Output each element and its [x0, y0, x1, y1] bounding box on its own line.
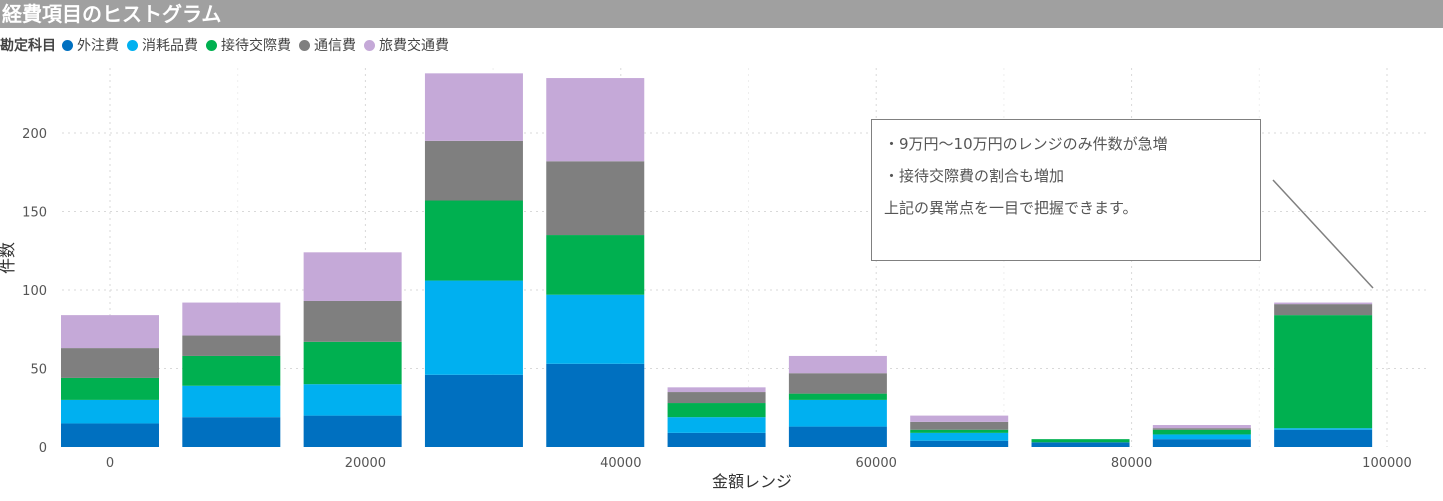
bar-segment: [1274, 302, 1373, 305]
bar-segment: [61, 423, 159, 447]
y-tick-label: 150: [22, 206, 47, 221]
bar-segment: [910, 429, 1009, 433]
x-tick-label: 100000: [1362, 456, 1412, 471]
bar-segment: [546, 78, 645, 162]
legend-dot-icon: [62, 39, 73, 51]
annotation-line: ・接待交際費の割合も増加: [884, 167, 1065, 185]
bar-segment: [1274, 315, 1373, 429]
bar-segment: [910, 421, 1009, 430]
bar-segment: [910, 432, 1009, 441]
y-tick-label: 100: [22, 284, 47, 299]
y-tick-label: 200: [22, 127, 47, 142]
legend-item-tsushin[interactable]: 通信費: [299, 35, 356, 55]
bar-segment: [667, 417, 766, 433]
legend-item-settai[interactable]: 接待交際費: [206, 35, 291, 55]
x-axis-title: 金額レンジ: [712, 472, 792, 491]
bar-segment: [182, 335, 281, 356]
title-bar: 経費項目のヒストグラム: [0, 0, 1443, 28]
bar-segment: [546, 235, 645, 295]
bar-segment: [61, 348, 159, 378]
bar-segment: [1152, 439, 1251, 447]
bar-segment: [788, 373, 887, 394]
x-tick-label: 60000: [856, 456, 897, 471]
bar-segment: [424, 73, 523, 141]
bar-segment: [303, 341, 402, 385]
bar-segment: [182, 355, 281, 386]
bar-segment: [667, 432, 766, 447]
bar-segment: [61, 377, 159, 400]
bar-segment: [667, 392, 766, 404]
y-tick-label: 0: [39, 441, 47, 456]
legend-label: 消耗品費: [142, 38, 198, 54]
bar-segment: [788, 355, 887, 374]
bar-segment: [667, 387, 766, 393]
bar-segment: [424, 280, 523, 375]
bar-segment: [424, 374, 523, 447]
x-tick-label: 80000: [1111, 456, 1152, 471]
annotation-line: ・9万円〜10万円のレンジのみ件数が急増: [884, 135, 1168, 153]
bar-segment: [546, 363, 645, 447]
legend-item-ryohi[interactable]: 旅費交通費: [364, 35, 449, 55]
bar-segment: [788, 393, 887, 400]
annotation-pointer: [1272, 179, 1374, 289]
bar-segment: [910, 415, 1009, 422]
bar-segment: [1274, 428, 1373, 430]
legend-dot-icon: [364, 39, 375, 51]
bar-segment: [303, 252, 402, 301]
bar-segment: [1152, 425, 1251, 429]
bar-segment: [303, 415, 402, 447]
bar-segment: [182, 302, 281, 336]
bar-segment: [61, 315, 159, 349]
x-tick-label: 0: [106, 456, 114, 471]
legend: 勘定科目 外注費 消耗品費 接待交際費 通信費 旅費交通費: [0, 34, 457, 56]
y-axis-title: 件数: [0, 242, 17, 274]
bar-segment: [303, 300, 402, 342]
legend-label: 外注費: [77, 38, 119, 54]
bar-segment: [424, 140, 523, 201]
legend-label: 接待交際費: [221, 38, 291, 54]
legend-title: 勘定科目: [0, 38, 56, 54]
bar-segment: [303, 384, 402, 416]
legend-dot-icon: [299, 39, 310, 51]
legend-item-shomohin[interactable]: 消耗品費: [127, 35, 198, 55]
chart-title: 経費項目のヒストグラム: [2, 2, 222, 26]
bar-segment: [182, 417, 281, 447]
y-tick-label: 50: [30, 363, 47, 378]
bar-segment: [1274, 429, 1373, 447]
bar-segment: [1031, 442, 1130, 447]
bar-segment: [546, 294, 645, 364]
bar-segment: [1152, 434, 1251, 440]
bar-segment: [424, 200, 523, 281]
x-tick-label: 40000: [600, 456, 641, 471]
x-tick-label: 20000: [345, 456, 386, 471]
bar-segment: [546, 161, 645, 236]
bar-segment: [61, 399, 159, 424]
bar-segment: [182, 385, 281, 418]
legend-dot-icon: [206, 39, 217, 51]
annotation-line: 上記の異常点を一目で把握できます。: [884, 199, 1138, 217]
annotation-box: ・9万円〜10万円のレンジのみ件数が急増 ・接待交際費の割合も増加 上記の異常点…: [871, 119, 1261, 261]
bar-segment: [910, 440, 1009, 447]
legend-label: 旅費交通費: [379, 38, 449, 54]
bar-segment: [788, 399, 887, 427]
bar-segment: [788, 426, 887, 447]
bar-segment: [667, 403, 766, 418]
bar-segment: [1031, 439, 1130, 443]
bar-segment: [1274, 304, 1373, 316]
bar-segment: [1152, 429, 1251, 435]
legend-label: 通信費: [314, 38, 356, 54]
legend-item-gaichu[interactable]: 外注費: [62, 35, 119, 55]
legend-dot-icon: [127, 39, 138, 51]
bar-segment: [1152, 428, 1251, 430]
